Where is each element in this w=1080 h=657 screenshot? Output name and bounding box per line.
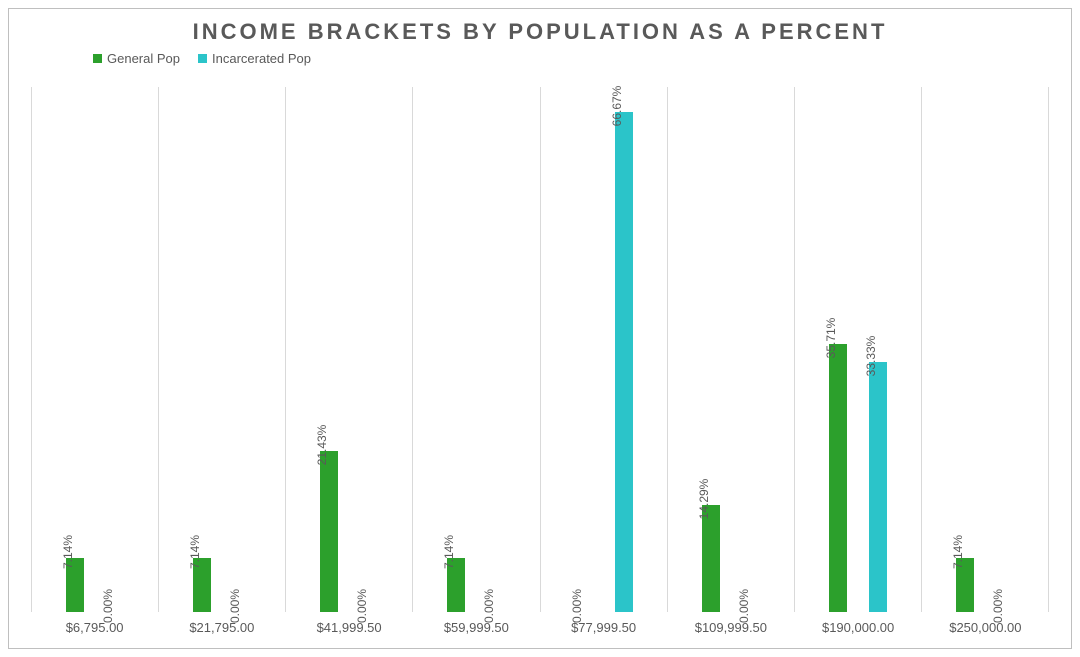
legend-item-incarcerated: Incarcerated Pop xyxy=(198,51,311,66)
plot-area: 7.14% 0.00% 7.14% 0.00% 21.43% 0.00% 7.14% 0.00… xyxy=(31,87,1049,612)
bar-value-label: 7.14% xyxy=(188,535,202,569)
bar-slot: 0.00% xyxy=(575,87,593,612)
bar-value-label: 7.14% xyxy=(442,535,456,569)
bar-slot: 7.14% xyxy=(193,87,211,612)
bar-value-label: 7.14% xyxy=(61,535,75,569)
bar-group: 7.14% 0.00% xyxy=(158,87,285,612)
bar-slot: 0.00% xyxy=(742,87,760,612)
bar-slot: 0.00% xyxy=(487,87,505,612)
bar-group: 35.71% 33.33% xyxy=(794,87,921,612)
bar-slot: 0.00% xyxy=(106,87,124,612)
x-axis-label: $6,795.00 xyxy=(31,616,158,640)
bar-slot: 66.67% xyxy=(615,87,633,612)
bar-group: 7.14% 0.00% xyxy=(412,87,539,612)
legend-label-incarcerated: Incarcerated Pop xyxy=(212,51,311,66)
x-axis-label: $250,000.00 xyxy=(922,616,1049,640)
bar-slot: 0.00% xyxy=(360,87,378,612)
bar-incarcerated xyxy=(615,112,633,612)
bar-group: 0.00% 66.67% xyxy=(540,87,667,612)
x-axis-label: $21,795.00 xyxy=(158,616,285,640)
bar-slot: 7.14% xyxy=(956,87,974,612)
bar-group: 21.43% 0.00% xyxy=(285,87,412,612)
x-axis-label: $41,999.50 xyxy=(286,616,413,640)
bar-slot: 7.14% xyxy=(66,87,84,612)
bar-general xyxy=(320,451,338,612)
x-axis-label: $109,999.50 xyxy=(667,616,794,640)
bar-slot: 35.71% xyxy=(829,87,847,612)
x-axis-label: $190,000.00 xyxy=(795,616,922,640)
bar-group: 7.14% 0.00% xyxy=(31,87,158,612)
chart-title: INCOME BRACKETS BY POPULATION AS A PERCE… xyxy=(9,9,1071,45)
bar-slot: 33.33% xyxy=(869,87,887,612)
legend-item-general: General Pop xyxy=(93,51,180,66)
x-axis-label: $77,999.50 xyxy=(540,616,667,640)
bar-value-label: 35.71% xyxy=(824,318,838,359)
legend-swatch-incarcerated xyxy=(198,54,207,63)
x-axis: $6,795.00$21,795.00$41,999.50$59,999.50$… xyxy=(31,616,1049,640)
bar-general xyxy=(829,344,847,612)
bar-value-label: 7.14% xyxy=(951,535,965,569)
bar-value-label: 33.33% xyxy=(864,336,878,377)
bar-value-label: 66.67% xyxy=(610,86,624,127)
bar-slot: 14.29% xyxy=(702,87,720,612)
bar-slot: 7.14% xyxy=(447,87,465,612)
bar-value-label: 21.43% xyxy=(315,425,329,466)
bar-slot: 21.43% xyxy=(320,87,338,612)
bar-group: 14.29% 0.00% xyxy=(667,87,794,612)
legend-label-general: General Pop xyxy=(107,51,180,66)
bar-incarcerated xyxy=(869,362,887,612)
legend: General Pop Incarcerated Pop xyxy=(9,45,1071,66)
bar-value-label: 14.29% xyxy=(697,478,711,519)
bar-group: 7.14% 0.00% xyxy=(921,87,1049,612)
bar-general xyxy=(702,505,720,612)
bar-slot: 0.00% xyxy=(996,87,1014,612)
legend-swatch-general xyxy=(93,54,102,63)
chart-frame: INCOME BRACKETS BY POPULATION AS A PERCE… xyxy=(8,8,1072,649)
x-axis-label: $59,999.50 xyxy=(413,616,540,640)
bar-slot: 0.00% xyxy=(233,87,251,612)
